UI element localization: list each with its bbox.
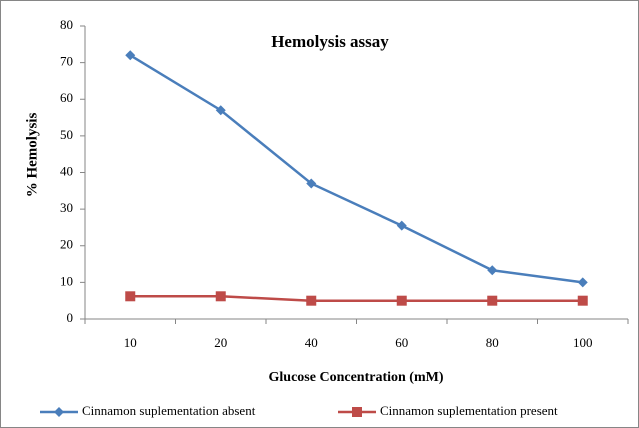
y-axis-label: % Hemolysis: [24, 113, 40, 198]
y-tick-label: 30: [60, 200, 73, 215]
x-tick-label: 20: [214, 335, 227, 350]
x-tick-label: 100: [573, 335, 593, 350]
y-tick-label: 50: [60, 127, 73, 142]
y-tick-label: 0: [67, 310, 74, 325]
series-line: [129, 54, 583, 284]
y-tick-label: 60: [60, 90, 73, 105]
data-point: [215, 291, 226, 302]
x-tick-label: 60: [395, 335, 408, 350]
data-point: [125, 50, 136, 61]
y-tick-label: 80: [60, 17, 73, 32]
series-line: [130, 295, 583, 302]
y-tick-label: 40: [60, 163, 73, 178]
chart-title: Hemolysis assay: [271, 32, 389, 51]
legend-label: Cinnamon suplementation present: [380, 403, 558, 418]
data-point: [577, 277, 588, 288]
y-tick-label: 20: [60, 237, 73, 252]
x-tick-label: 10: [124, 335, 137, 350]
data-point: [396, 220, 407, 231]
data-point: [487, 265, 498, 276]
data-point: [577, 295, 588, 306]
data-point: [125, 291, 136, 302]
y-tick-label: 70: [60, 54, 73, 69]
y-tick-label: 10: [60, 273, 73, 288]
x-tick-label: 40: [305, 335, 318, 350]
data-point: [215, 105, 226, 116]
legend-label: Cinnamon suplementation absent: [82, 403, 256, 418]
data-point: [306, 295, 317, 306]
data-point: [396, 295, 407, 306]
legend-marker: [54, 407, 64, 417]
data-point: [487, 295, 498, 306]
x-tick-label: 80: [486, 335, 499, 350]
data-point: [306, 178, 317, 189]
x-axis-label: Glucose Concentration (mM): [269, 370, 444, 385]
legend-marker: [352, 407, 362, 417]
